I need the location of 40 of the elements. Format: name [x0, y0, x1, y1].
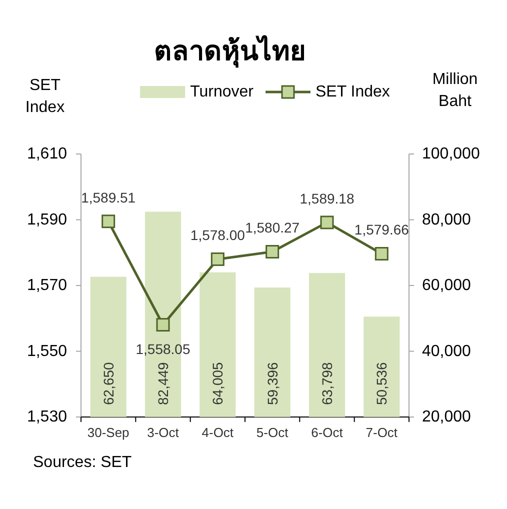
y2-tick-label: 20,000	[422, 408, 472, 426]
y2-tick-label: 80,000	[422, 211, 472, 228]
point	[320, 216, 334, 230]
source-note: Sources: SET	[33, 454, 132, 471]
data-label: 50,536	[374, 362, 390, 405]
x-tick-label: 3-Oct	[147, 425, 180, 440]
x-tick-label: 5-Oct	[256, 425, 289, 440]
y2-tick-label: 100,000	[422, 146, 480, 162]
legend-label: Turnover	[190, 84, 254, 100]
y-tick-label: 1,590	[26, 211, 68, 228]
data-label: 59,396	[264, 362, 280, 405]
x-tick-label: 30-Sep	[87, 425, 130, 440]
legend-label: SET Index	[316, 84, 390, 100]
point	[210, 252, 224, 266]
y-tick-label: 1,610	[26, 146, 68, 162]
point	[156, 318, 170, 332]
y-tick-label: 1,570	[26, 277, 68, 294]
data-label: 1,579.66	[354, 222, 410, 238]
chart-title: ตลาดหุ้นไทย	[154, 35, 306, 68]
point	[266, 244, 280, 258]
data-label: 1,580.27	[245, 220, 300, 236]
y2-tick-label: 60,000	[422, 277, 472, 294]
data-label: 1,589.18	[300, 190, 354, 206]
y-tick-label: 1,550	[26, 342, 68, 360]
x-tick-label: 6-Oct	[311, 425, 344, 440]
data-label: 62,650	[100, 362, 116, 405]
data-label: 1,578.00	[190, 227, 246, 244]
data-label: 63,798	[319, 362, 335, 405]
point	[374, 246, 388, 260]
data-label: 82,449	[155, 362, 171, 405]
data-label: 64,005	[210, 362, 226, 405]
data-label: 1,558.05	[136, 340, 190, 357]
point	[102, 214, 116, 228]
x-tick-label: 4-Oct	[202, 425, 234, 440]
y-axis-title: SET Index	[25, 77, 65, 116]
data-label: 1,589.51	[81, 189, 136, 206]
y2-tick-label: 40,000	[422, 342, 472, 360]
x-tick-label: 7-Oct	[366, 425, 398, 440]
y-tick-label: 1,530	[26, 408, 68, 426]
y2-axis-title: Million Baht	[432, 71, 478, 110]
